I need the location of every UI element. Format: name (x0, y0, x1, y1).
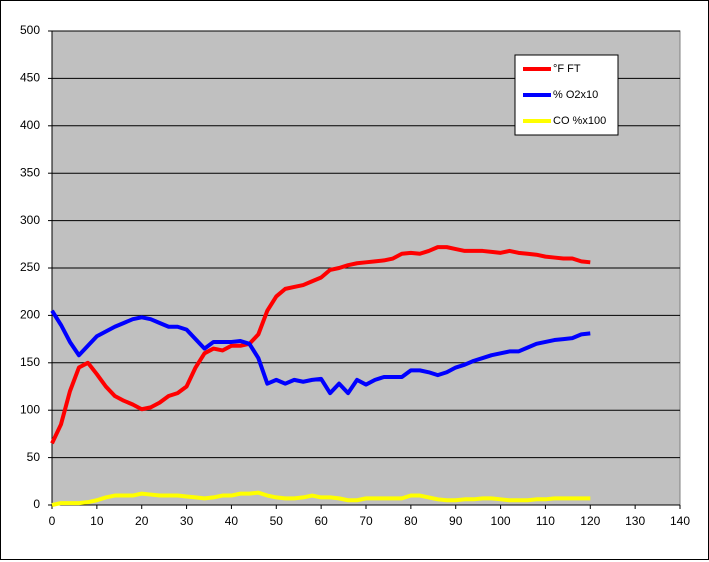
y-tick-label: 350 (20, 165, 40, 179)
series-line (50, 309, 591, 396)
x-tick-label: 130 (625, 514, 645, 528)
y-tick-label: 150 (20, 355, 40, 369)
y-tick-label: 100 (20, 402, 40, 416)
x-tick-label: 100 (491, 514, 511, 528)
x-tick-label: 80 (404, 514, 418, 528)
x-tick-label: 140 (670, 514, 690, 528)
y-tick-label: 50 (27, 450, 41, 464)
x-tick-label: 60 (314, 514, 328, 528)
x-tick-label: 90 (449, 514, 463, 528)
x-tick-label: 120 (580, 514, 600, 528)
series-line (51, 490, 591, 507)
x-tick-label: 30 (180, 514, 194, 528)
legend-label: CO %x100 (553, 115, 606, 127)
legend-label: % O2x10 (553, 89, 598, 101)
y-tick-label: 300 (20, 213, 40, 227)
x-tick-label: 40 (225, 514, 239, 528)
x-tick-label: 70 (359, 514, 373, 528)
y-tick-label: 500 (20, 23, 40, 37)
x-tick-label: 0 (49, 514, 56, 528)
x-tick-label: 10 (90, 514, 104, 528)
series-line (50, 245, 591, 445)
y-tick-label: 250 (20, 260, 40, 274)
y-tick-label: 450 (20, 71, 40, 85)
x-tick-label: 20 (135, 514, 149, 528)
x-tick-label: 50 (270, 514, 284, 528)
y-tick-label: 400 (20, 118, 40, 132)
x-tick-label: 110 (536, 514, 555, 528)
y-tick-label: 200 (20, 308, 40, 322)
y-tick-label: 0 (33, 497, 40, 511)
legend-label: °F FT (553, 63, 581, 75)
